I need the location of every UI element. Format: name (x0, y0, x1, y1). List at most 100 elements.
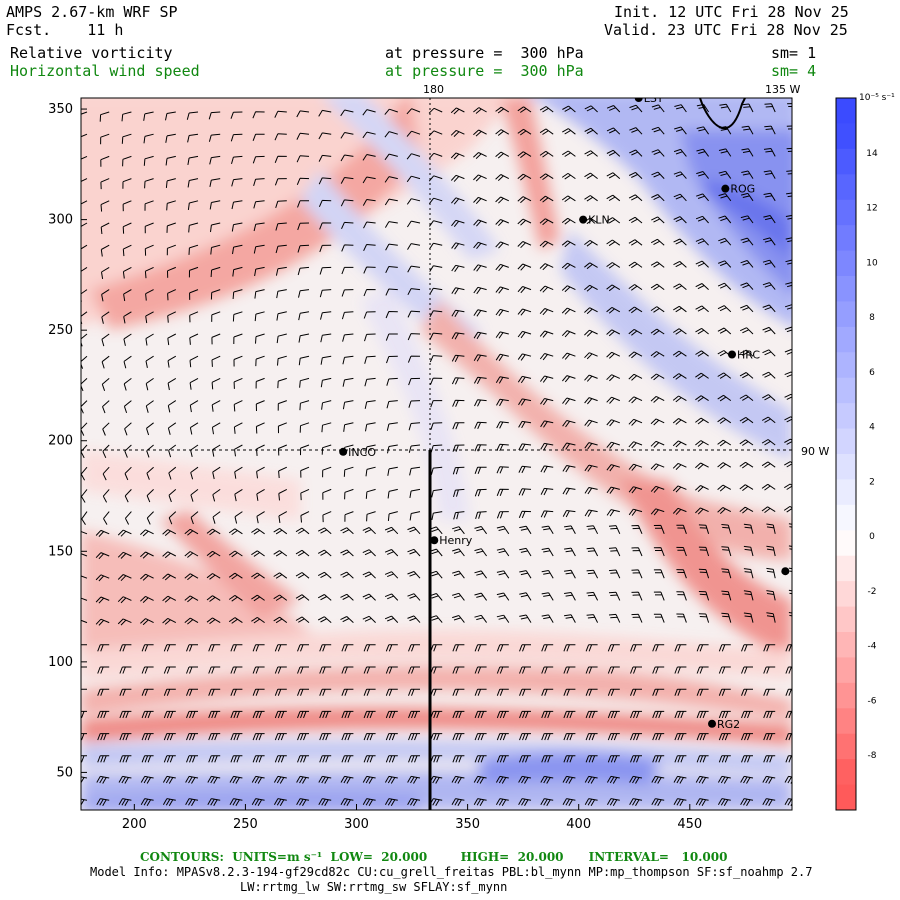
model-info-2: LW:rrtmg_lw SW:rrtmg_sw SFLAY:sf_mynn (240, 880, 508, 894)
wind-barb (673, 305, 687, 313)
wind-barb (718, 755, 731, 763)
wind-barb (761, 461, 776, 468)
wind-barb (561, 262, 576, 270)
wind-barb (584, 150, 598, 157)
wind-barb (273, 550, 288, 557)
wind-barb (208, 688, 221, 696)
wind-barb (540, 420, 554, 428)
wind-barb (784, 304, 792, 310)
wind-barb (762, 326, 776, 335)
wind-barb (718, 170, 732, 179)
wind-barb (541, 666, 554, 674)
wind-barb (119, 666, 132, 674)
wind-barb (695, 283, 709, 290)
wind-barb (718, 710, 731, 719)
wind-barb (81, 553, 88, 557)
wind-barb (674, 644, 687, 652)
wind-barb (540, 487, 554, 496)
wind-barb (495, 263, 509, 272)
wind-barb (273, 798, 287, 806)
colorbar-label: 4 (869, 423, 875, 433)
wind-barb (496, 570, 510, 579)
wind-barb (606, 441, 620, 449)
wind-barb (430, 377, 443, 385)
wind-barb (102, 466, 110, 481)
wind-barb (230, 111, 243, 119)
wind-barb (252, 111, 265, 119)
wind-barb (762, 394, 776, 401)
wind-barb (785, 237, 792, 243)
wind-barb (653, 547, 665, 557)
wind-barb (518, 443, 532, 451)
wind-barb (698, 568, 710, 579)
wind-barb (474, 466, 487, 474)
wind-barb (674, 688, 687, 696)
wind-barb (695, 350, 709, 357)
wind-barb (651, 104, 665, 113)
station-dot (721, 184, 730, 193)
wind-barb (717, 462, 732, 469)
wind-barb (166, 244, 176, 256)
wind-barb (340, 199, 354, 207)
wind-barb (295, 572, 310, 579)
wind-barb (363, 244, 376, 252)
wind-barb (696, 148, 710, 157)
wind-barb (145, 311, 154, 324)
wind-barb (608, 525, 621, 535)
wind-barb (251, 528, 265, 535)
wind-barb (274, 155, 287, 163)
wind-barb (188, 266, 199, 278)
wind-barb (606, 419, 620, 427)
wind-barb (628, 216, 643, 224)
wind-barb (584, 374, 598, 382)
wind-barb (119, 733, 132, 741)
wind-barb (629, 127, 643, 135)
wind-barb (186, 821, 198, 828)
wind-barb (101, 333, 110, 347)
wind-barb (208, 111, 221, 120)
wind-barb (189, 289, 199, 300)
wind-barb (101, 355, 110, 369)
wind-barb (474, 688, 487, 696)
wind-barb (519, 592, 532, 601)
wind-barb (95, 596, 110, 604)
wind-barb (189, 377, 199, 390)
wind-barb (188, 222, 199, 233)
wind-barb (473, 376, 487, 385)
station-label: RG2 (717, 718, 740, 731)
colorbar-label: 14 (866, 149, 878, 159)
wind-barb (163, 644, 176, 652)
wind-barb (452, 733, 465, 741)
wind-barb (297, 688, 309, 696)
wind-barb (124, 422, 132, 436)
wind-barb (140, 529, 154, 537)
wind-barb (496, 733, 509, 741)
wind-barb (319, 821, 331, 828)
wind-barb (385, 733, 398, 741)
wind-barb (75, 821, 87, 828)
wind-barb (695, 260, 709, 268)
coastline (699, 98, 746, 130)
wind-barb (651, 149, 665, 157)
wind-barb (117, 596, 132, 604)
wind-barb (296, 110, 310, 118)
lon-label-135w: 135 W (765, 83, 800, 96)
wind-barb (785, 688, 792, 696)
wind-barb (97, 688, 110, 696)
wind-barb (340, 616, 354, 623)
wind-barb (364, 377, 376, 387)
wind-barb (584, 262, 598, 270)
wind-barb (232, 311, 243, 322)
wind-barb (766, 567, 776, 579)
station-dot (708, 719, 717, 728)
wind-barb (96, 798, 110, 806)
wind-barb (785, 733, 792, 741)
wind-barb (297, 266, 310, 276)
wind-barb (473, 354, 487, 362)
wind-barb (584, 798, 598, 806)
wind-barb (275, 222, 287, 231)
wind-barb (563, 710, 576, 719)
wind-barb (145, 355, 154, 368)
wind-barb (430, 821, 442, 828)
wind-barb (785, 710, 792, 719)
